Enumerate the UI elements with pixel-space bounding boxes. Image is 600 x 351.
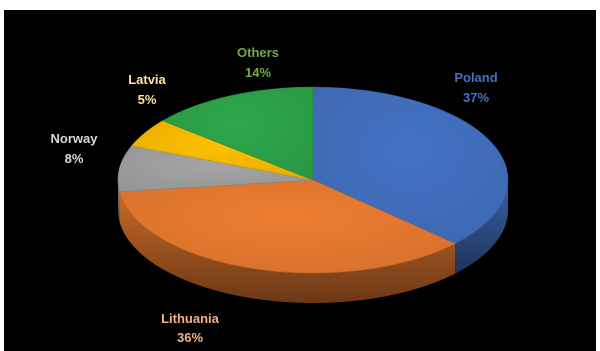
data-label-lithuania-name: Lithuania [161, 311, 220, 326]
data-label-poland-value: 37% [463, 90, 489, 105]
data-label-norway-value: 8% [65, 151, 84, 166]
pie-side-lithuania [119, 191, 456, 303]
pie-slice-others [162, 86, 314, 181]
pie-slice-norway [117, 145, 314, 192]
data-label-latvia-value: 5% [138, 92, 157, 107]
pie-slice-poland [312, 86, 509, 244]
pie-chart: Poland 37% Lithuania 36% Norway 8% Latvia 5% Oth… [51, 45, 509, 345]
data-label-norway-name: Norway [51, 131, 99, 146]
data-label-latvia-name: Latvia [128, 72, 166, 87]
pie-slice-lithuania [119, 179, 456, 274]
data-label-others-value: 14% [245, 65, 271, 80]
data-label-others-name: Others [237, 45, 279, 60]
data-label-lithuania-value: 36% [177, 330, 203, 345]
data-label-poland-name: Poland [454, 70, 497, 85]
chart-area: Poland 37% Lithuania 36% Norway 8% Latvia 5% Oth… [4, 10, 596, 351]
